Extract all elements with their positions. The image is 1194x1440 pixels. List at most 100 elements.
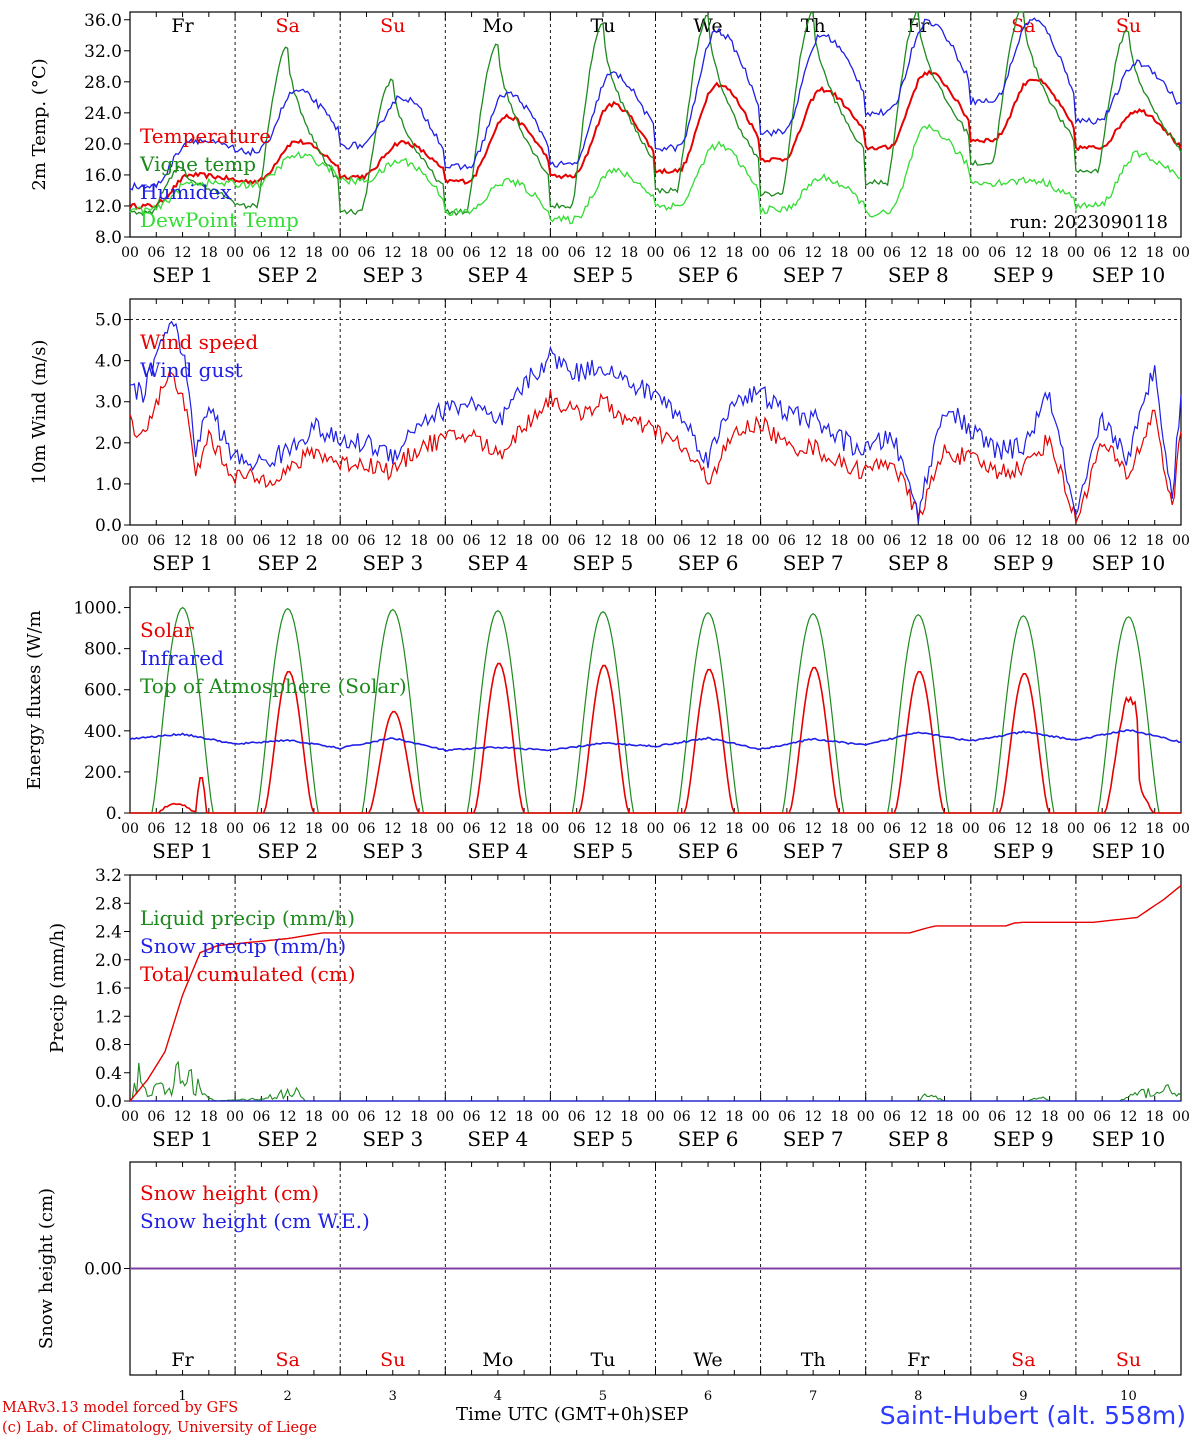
day-number: 3 [389, 1389, 397, 1404]
hour-tick-label: 18 [831, 821, 849, 837]
hour-tick-label: 06 [252, 533, 270, 549]
hour-tick-label: 12 [804, 1109, 822, 1125]
y-tick-label: 4.0 [95, 352, 122, 372]
hour-tick-label: 12 [279, 245, 297, 261]
hour-tick-label: 12 [594, 821, 612, 837]
hour-tick-label: 00 [331, 1109, 349, 1125]
hour-tick-label: 12 [804, 245, 822, 261]
hour-tick-label: 00 [1172, 821, 1190, 837]
y-tick-label: 12.0 [84, 197, 122, 217]
y-tick-label: 32.0 [84, 42, 122, 62]
hour-tick-label: 12 [909, 245, 927, 261]
date-label: SEP 6 [678, 839, 739, 863]
hour-tick-label: 06 [147, 245, 165, 261]
hour-tick-label: 00 [647, 821, 665, 837]
hour-tick-label: 00 [331, 533, 349, 549]
hour-tick-label: 06 [778, 533, 796, 549]
hour-tick-label: 12 [909, 821, 927, 837]
legend-dewpoint-temp: DewPoint Temp [140, 208, 299, 232]
hour-tick-label: 12 [1120, 533, 1138, 549]
hour-tick-label: 18 [200, 245, 218, 261]
hour-tick-label: 00 [121, 245, 139, 261]
day-name: Su [1116, 1349, 1141, 1371]
hour-tick-label: 06 [778, 1109, 796, 1125]
date-label: SEP 2 [257, 1127, 318, 1151]
hour-tick-label: 18 [831, 245, 849, 261]
hour-tick-label: 12 [1120, 821, 1138, 837]
hour-tick-label: 18 [410, 533, 428, 549]
panel-4: 0.0 0.4 0.8 1.2 1.6 2.0 2.4 2.8 3.2 00 06 12 18 00 06 1… [47, 866, 1190, 1151]
hour-tick-label: 00 [436, 245, 454, 261]
y-tick-label: 1.2 [95, 1007, 122, 1027]
day-name: Fr [907, 1349, 930, 1371]
hour-tick-label: 06 [568, 245, 586, 261]
date-label: SEP 5 [573, 1127, 634, 1151]
hour-tick-label: 18 [1146, 821, 1164, 837]
day-name: Sa [275, 1349, 299, 1371]
hour-tick-label: 18 [515, 821, 533, 837]
hour-tick-label: 18 [1146, 1109, 1164, 1125]
hour-tick-label: 12 [174, 821, 192, 837]
date-label: SEP 6 [678, 263, 739, 287]
hour-tick-label: 12 [1014, 821, 1032, 837]
legend-solar: Solar [140, 618, 194, 642]
hour-tick-label: 06 [358, 533, 376, 549]
hour-tick-label: 06 [463, 245, 481, 261]
hour-tick-label: 00 [226, 1109, 244, 1125]
hour-tick-label: 06 [147, 1109, 165, 1125]
hour-tick-label: 18 [515, 245, 533, 261]
hour-tick-label: 00 [857, 821, 875, 837]
legend-wind-speed: Wind speed [140, 330, 258, 354]
hour-tick-label: 18 [725, 1109, 743, 1125]
hour-tick-label: 12 [699, 533, 717, 549]
hour-tick-label: 18 [515, 1109, 533, 1125]
y-tick-label: 0. [106, 804, 122, 824]
x-axis-title: Time UTC (GMT+0h)SEP [456, 1404, 688, 1425]
date-label: SEP 8 [888, 839, 949, 863]
date-label: SEP 5 [573, 839, 634, 863]
hour-tick-label: 00 [1172, 245, 1190, 261]
legend-vigne-temp: Vigne temp [139, 152, 256, 176]
hour-tick-label: 12 [489, 533, 507, 549]
hour-tick-label: 12 [489, 821, 507, 837]
day-name: Mo [482, 1349, 513, 1371]
station-title: Saint-Hubert (alt. 558m) [879, 1401, 1186, 1430]
hour-tick-label: 00 [857, 1109, 875, 1125]
hour-tick-label: 18 [620, 533, 638, 549]
hour-tick-label: 06 [252, 821, 270, 837]
hour-tick-label: 06 [147, 821, 165, 837]
day-name: Th [801, 15, 826, 37]
hour-tick-label: 00 [962, 821, 980, 837]
hour-tick-label: 18 [831, 533, 849, 549]
legend-humidex: Humidex [140, 180, 232, 204]
y-tick-label: 1.0 [95, 475, 122, 495]
day-number: 8 [914, 1389, 922, 1404]
hour-tick-label: 18 [1041, 821, 1059, 837]
hour-tick-label: 18 [831, 1109, 849, 1125]
hour-tick-label: 18 [936, 821, 954, 837]
hour-tick-label: 12 [174, 533, 192, 549]
legend-liquid-precip-mm-h-: Liquid precip (mm/h) [140, 906, 355, 930]
model-credit: MARv3.13 model forced by GFS [2, 1400, 239, 1416]
hour-tick-label: 12 [699, 245, 717, 261]
y-axis-label: Snow height (cm) [36, 1188, 57, 1349]
day-number: 9 [1019, 1389, 1027, 1404]
hour-tick-label: 06 [988, 1109, 1006, 1125]
legend-snow-precip-mm-h-: Snow precip (mm/h) [140, 934, 346, 958]
date-label: SEP 10 [1092, 551, 1166, 575]
hour-tick-label: 00 [752, 821, 770, 837]
date-label: SEP 9 [993, 551, 1054, 575]
hour-tick-label: 12 [1014, 245, 1032, 261]
y-axis-label: 10m Wind (m/s) [29, 340, 50, 485]
run-label: run: 2023090118 [1010, 212, 1168, 233]
y-tick-label: 0.0 [95, 1092, 122, 1112]
date-label: SEP 10 [1092, 263, 1166, 287]
hour-tick-label: 12 [489, 245, 507, 261]
hour-tick-label: 00 [436, 821, 454, 837]
day-number: 2 [284, 1389, 292, 1404]
hour-tick-label: 18 [200, 821, 218, 837]
hour-tick-label: 06 [883, 245, 901, 261]
date-label: SEP 5 [573, 551, 634, 575]
hour-tick-label: 06 [568, 533, 586, 549]
